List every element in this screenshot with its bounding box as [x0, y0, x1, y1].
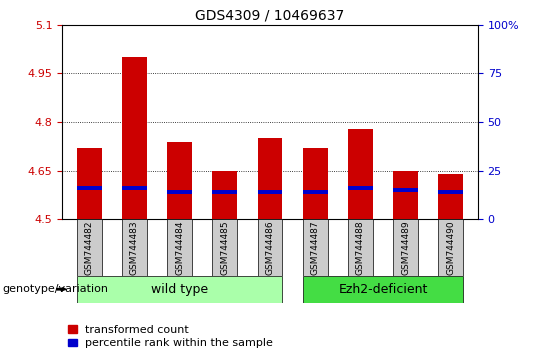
Bar — [212, 171, 237, 219]
Bar — [77, 219, 102, 276]
Bar — [122, 219, 147, 276]
Bar — [167, 142, 192, 219]
Bar — [77, 186, 102, 190]
Bar — [122, 57, 147, 219]
Bar — [438, 190, 463, 194]
Bar — [303, 276, 463, 303]
Bar — [77, 276, 282, 303]
Text: GSM744486: GSM744486 — [266, 221, 274, 275]
Bar — [212, 219, 237, 276]
Bar — [303, 148, 328, 219]
Text: GSM744490: GSM744490 — [446, 221, 455, 275]
Bar — [348, 219, 373, 276]
Bar — [122, 186, 147, 190]
Bar — [438, 219, 463, 276]
Text: GSM744482: GSM744482 — [85, 221, 94, 275]
Bar — [348, 186, 373, 190]
Bar — [167, 190, 192, 194]
Bar — [438, 174, 463, 219]
Text: GSM744488: GSM744488 — [356, 221, 365, 275]
Bar — [393, 219, 418, 276]
Bar — [258, 190, 282, 194]
Bar — [393, 171, 418, 219]
Bar — [303, 190, 328, 194]
Text: Ezh2-deficient: Ezh2-deficient — [338, 283, 428, 296]
Bar — [212, 190, 237, 194]
Text: GSM744483: GSM744483 — [130, 221, 139, 275]
Text: wild type: wild type — [151, 283, 208, 296]
Title: GDS4309 / 10469637: GDS4309 / 10469637 — [195, 8, 345, 22]
Bar — [258, 219, 282, 276]
Bar — [167, 219, 192, 276]
Bar — [77, 148, 102, 219]
Legend: transformed count, percentile rank within the sample: transformed count, percentile rank withi… — [68, 325, 273, 348]
Bar — [258, 138, 282, 219]
Bar — [348, 129, 373, 219]
Bar — [303, 219, 328, 276]
Text: GSM744485: GSM744485 — [220, 221, 230, 275]
Text: GSM744487: GSM744487 — [310, 221, 320, 275]
Bar — [393, 188, 418, 192]
Text: GSM744484: GSM744484 — [175, 221, 184, 275]
Text: genotype/variation: genotype/variation — [3, 284, 109, 294]
Text: GSM744489: GSM744489 — [401, 221, 410, 275]
